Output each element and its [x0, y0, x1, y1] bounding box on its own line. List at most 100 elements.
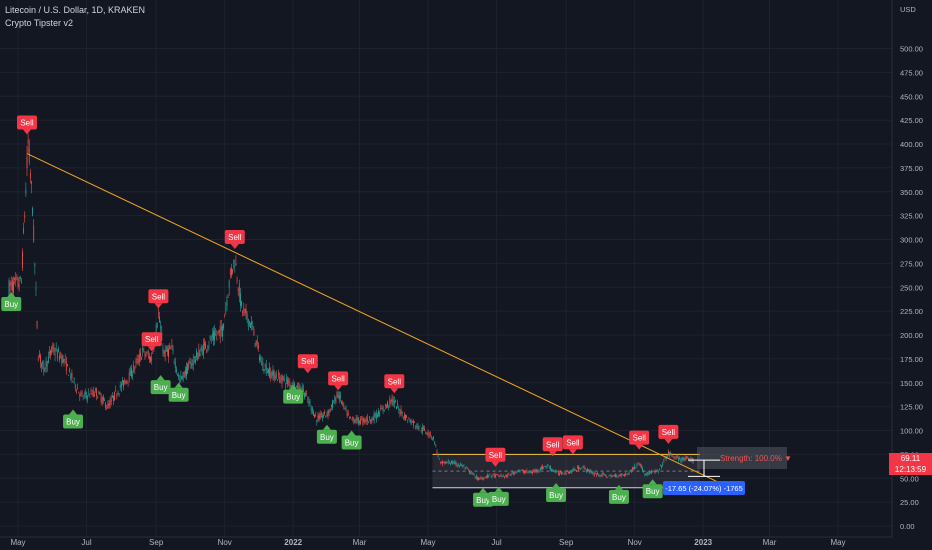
candle-body [389, 398, 391, 406]
buy-signal[interactable]: Buy [1, 292, 22, 312]
candle-body [662, 463, 664, 466]
sell-signal[interactable]: Sell [16, 115, 37, 135]
candle-body [600, 475, 602, 477]
candle-body [210, 339, 212, 342]
candle-body [346, 411, 348, 417]
candle-body [452, 461, 454, 464]
candle-body [481, 478, 483, 480]
candle-body [343, 402, 345, 407]
candle-body [354, 421, 356, 422]
candle-body [241, 301, 242, 306]
sell-signal-label: Sell [546, 440, 560, 449]
sell-signal[interactable]: Sell [485, 447, 506, 467]
indicator-name: Crypto Tipster v2 [5, 18, 74, 28]
candle-body [244, 308, 246, 314]
candle-body [526, 470, 528, 472]
candle-body [172, 348, 174, 351]
candle-body [211, 333, 213, 339]
buy-signal[interactable]: Buy [63, 409, 84, 429]
candle-body [138, 354, 140, 363]
candle-body [198, 349, 200, 356]
candle-body [140, 352, 141, 357]
candle-body [124, 380, 126, 383]
sell-signal[interactable]: Sell [629, 430, 650, 450]
candle-body [410, 420, 412, 425]
buy-signal[interactable]: Buy [608, 484, 629, 504]
sell-signal-pointer [491, 461, 500, 467]
sell-signal-label: Sell [228, 233, 242, 242]
buy-signal-pointer [648, 479, 657, 485]
candle-body [43, 363, 45, 372]
candle-body [594, 473, 596, 475]
candle-body [92, 389, 94, 396]
buy-signal[interactable]: Buy [150, 375, 171, 395]
buy-signal[interactable]: Buy [488, 486, 509, 506]
candle-body [539, 467, 541, 470]
candle-body [537, 470, 539, 472]
sell-signal-label: Sell [566, 438, 580, 447]
candle-body [523, 471, 524, 473]
sell-signal[interactable]: Sell [384, 374, 405, 394]
trendline [26, 153, 731, 489]
candle-body [328, 410, 330, 414]
candle-body [65, 360, 67, 372]
sell-signal[interactable]: Sell [141, 332, 162, 352]
y-tick-label: 175.00 [900, 355, 923, 364]
candle-body [667, 451, 669, 455]
sell-signal-pointer [664, 438, 673, 444]
candle-body [120, 384, 122, 388]
candle-body [181, 376, 183, 379]
sell-signal[interactable]: Sell [562, 435, 583, 455]
candle-body [627, 473, 629, 475]
candle-body [557, 472, 559, 475]
buy-signal[interactable]: Buy [341, 430, 362, 450]
candle-body [548, 467, 550, 469]
sell-signal[interactable]: Sell [224, 230, 245, 250]
candle-body [228, 280, 230, 288]
buy-signal[interactable]: Buy [473, 487, 494, 507]
candle-body [282, 376, 284, 379]
candle-body [301, 385, 303, 392]
candle-body [286, 378, 287, 380]
sell-signal-label: Sell [489, 451, 503, 460]
sell-signal[interactable]: Sell [297, 354, 318, 374]
candle-body [333, 402, 335, 404]
y-tick-label: 50.00 [900, 474, 919, 483]
sell-signal[interactable]: Sell [658, 424, 679, 444]
candle-body [645, 473, 647, 475]
measure-tool[interactable]: -17.65 (-24.07%) -1765 [663, 459, 745, 495]
candle-body [555, 470, 557, 472]
x-tick-label: Sep [149, 538, 164, 547]
candle-body [234, 265, 236, 267]
candle-body [563, 473, 565, 475]
sell-signal[interactable]: Sell [328, 371, 349, 391]
candle-body [678, 458, 679, 461]
candle-body [628, 472, 630, 474]
candle-body [297, 383, 299, 391]
candle-body [605, 474, 606, 476]
buy-signal[interactable]: Buy [168, 382, 189, 402]
candle-body [370, 419, 372, 423]
candle-body [638, 464, 640, 465]
sell-signal[interactable]: Sell [542, 437, 563, 457]
candle-body [448, 462, 450, 464]
buy-signal[interactable]: Buy [316, 424, 337, 444]
candle-body [401, 412, 403, 414]
candle-body [45, 360, 47, 369]
candle-body [392, 399, 394, 405]
candle-body [565, 473, 567, 475]
sell-signal[interactable]: Sell [148, 289, 169, 309]
candle-body [170, 348, 172, 350]
candle-body [652, 471, 654, 473]
buy-signal[interactable]: Buy [642, 479, 663, 499]
candle-body [307, 399, 309, 400]
buy-signal[interactable]: Buy [283, 384, 304, 404]
sell-signal-pointer [147, 346, 156, 352]
buy-signal[interactable]: Buy [546, 483, 567, 503]
candle-body [101, 397, 103, 403]
candle-body [428, 435, 430, 437]
sell-signal-box [542, 437, 563, 452]
candle-body [393, 400, 395, 405]
candle-body [116, 395, 118, 397]
